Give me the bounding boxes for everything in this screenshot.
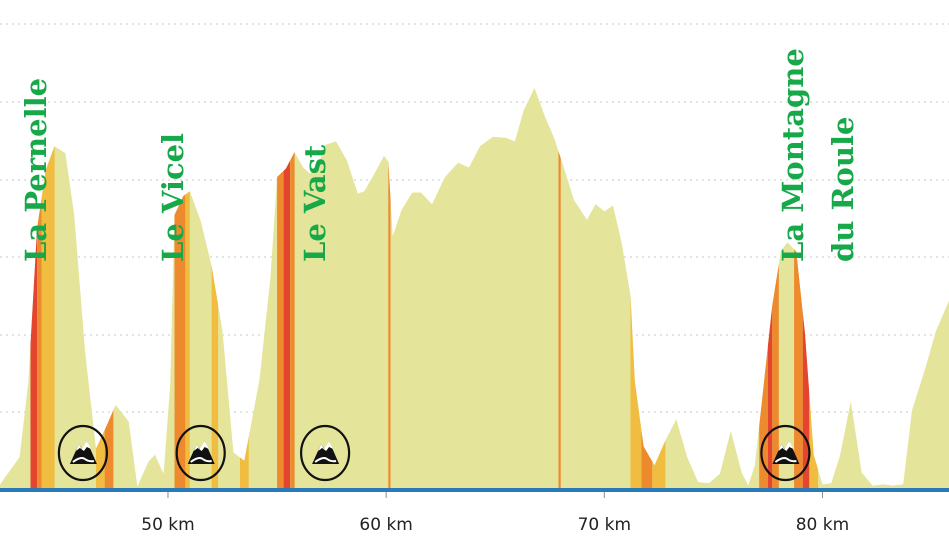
x-tick-label: 70 km [578, 515, 631, 535]
climb-marker-ring [300, 424, 351, 482]
gradient-band-moderate [809, 88, 819, 488]
gradient-band-moderate [96, 88, 105, 488]
climb-marker-ring [175, 424, 226, 482]
mountain-snowcap [778, 441, 794, 451]
mountain-snowcap [318, 441, 334, 451]
mountain-road [314, 457, 337, 463]
gradient-band-steep [772, 88, 779, 488]
climb-label-line: La Montagne [776, 48, 810, 262]
mountain-icon[interactable] [175, 424, 226, 482]
x-axis-baseline [0, 488, 949, 492]
mountain-icon[interactable] [760, 424, 811, 482]
climb-marker-ring [760, 424, 811, 482]
climb-labels: La Pernelle Le Vicel Le Vast La Montagne du … [19, 48, 860, 262]
gradient-band-moderate [652, 88, 666, 488]
mountain-shape [69, 441, 97, 464]
climb-marker-ring [57, 424, 109, 482]
gradient-band-hard [30, 88, 37, 488]
climb-label: La Montagne du Roule [776, 48, 860, 262]
climb-label-line: du Roule [826, 117, 860, 262]
mountain-shape [312, 441, 340, 464]
gradient-band-moderate [630, 88, 642, 488]
gradient-band-steep [759, 88, 768, 488]
mountain-snowcap [75, 441, 91, 451]
elevation-profile-area [0, 88, 949, 488]
climb-label-line: La Pernelle [19, 78, 53, 262]
climb-markers [57, 424, 811, 482]
gradient-band-steep [388, 88, 391, 488]
mountain-icon[interactable] [300, 424, 351, 482]
mountain-shape [187, 441, 215, 464]
climb-label-line: Le Vicel [156, 133, 190, 262]
mountain-icon[interactable] [57, 424, 109, 482]
x-axis: 50 km 60 km 70 km 80 km [0, 488, 949, 535]
gradient-band-moderate [41, 88, 55, 488]
gradient-band-moderate [185, 88, 190, 488]
gradient-band-steep [104, 88, 114, 488]
climb-label-line: Le Vast [298, 144, 332, 262]
x-tick-label: 50 km [141, 515, 194, 535]
x-tick-label: 80 km [796, 515, 849, 535]
mountain-road [774, 457, 797, 463]
gradient-band-steep [794, 88, 803, 488]
gradient-band-moderate [240, 88, 249, 488]
gradient-band-steep [174, 88, 186, 488]
climb-label: La Pernelle [19, 78, 53, 262]
climb-label: Le Vicel [156, 133, 190, 262]
mountain-road [190, 457, 212, 463]
gradient-band-steep [290, 88, 295, 488]
gradient-band-steep [37, 88, 42, 488]
x-tick-label: 60 km [359, 515, 412, 535]
gradient-band-hard [767, 88, 773, 488]
mountain-road [72, 457, 95, 463]
gradient-band-steep [277, 88, 284, 488]
gradient-band-hard [283, 88, 291, 488]
mountain-shape [772, 441, 800, 464]
climb-label: Le Vast [298, 144, 332, 262]
mountain-snowcap [193, 441, 209, 451]
gradient-band-moderate [211, 88, 219, 488]
gradient-band-steep [558, 88, 561, 488]
gradient-band-steep [641, 88, 653, 488]
